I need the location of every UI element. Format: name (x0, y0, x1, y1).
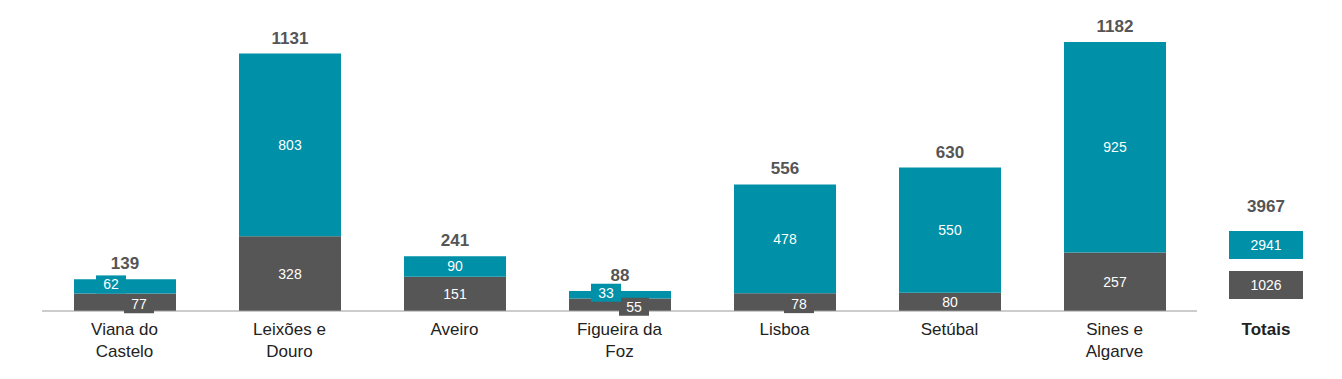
svg-text:803: 803 (278, 137, 302, 153)
svg-text:1131: 1131 (272, 29, 309, 48)
svg-text:925: 925 (1103, 139, 1127, 155)
svg-text:78: 78 (791, 296, 807, 312)
svg-text:Leixões eDouro: Leixões eDouro (253, 320, 326, 361)
svg-text:Lisboa: Lisboa (759, 320, 810, 339)
svg-text:550: 550 (938, 222, 962, 238)
svg-text:33: 33 (598, 285, 614, 301)
svg-text:478: 478 (773, 231, 797, 247)
html-text:Totais: Totais (1241, 320, 1291, 339)
svg-text:241: 241 (441, 231, 469, 250)
html-text:1026: 1026 (1250, 277, 1282, 293)
svg-text:Setúbal: Setúbal (921, 320, 979, 339)
svg-text:55: 55 (626, 299, 642, 315)
svg-text:1182: 1182 (1097, 17, 1134, 36)
svg-text:Aveiro: Aveiro (431, 320, 479, 339)
svg-text:257: 257 (1103, 274, 1127, 290)
svg-text:Viana doCastelo: Viana doCastelo (91, 320, 158, 361)
html-text:3967: 3967 (1247, 197, 1285, 216)
svg-text:77: 77 (131, 296, 147, 312)
svg-text:62: 62 (103, 276, 119, 292)
svg-text:Sines eAlgarve: Sines eAlgarve (1086, 320, 1144, 361)
svg-text:630: 630 (936, 143, 964, 162)
svg-text:88: 88 (611, 266, 630, 285)
svg-text:151: 151 (443, 286, 467, 302)
svg-text:328: 328 (278, 266, 302, 282)
html-text:2941: 2941 (1250, 237, 1282, 253)
svg-text:139: 139 (111, 254, 139, 273)
svg-text:90: 90 (447, 258, 463, 274)
svg-text:80: 80 (942, 294, 958, 310)
svg-text:556: 556 (771, 159, 799, 178)
svg-text:Figueira daFoz: Figueira daFoz (577, 320, 663, 361)
